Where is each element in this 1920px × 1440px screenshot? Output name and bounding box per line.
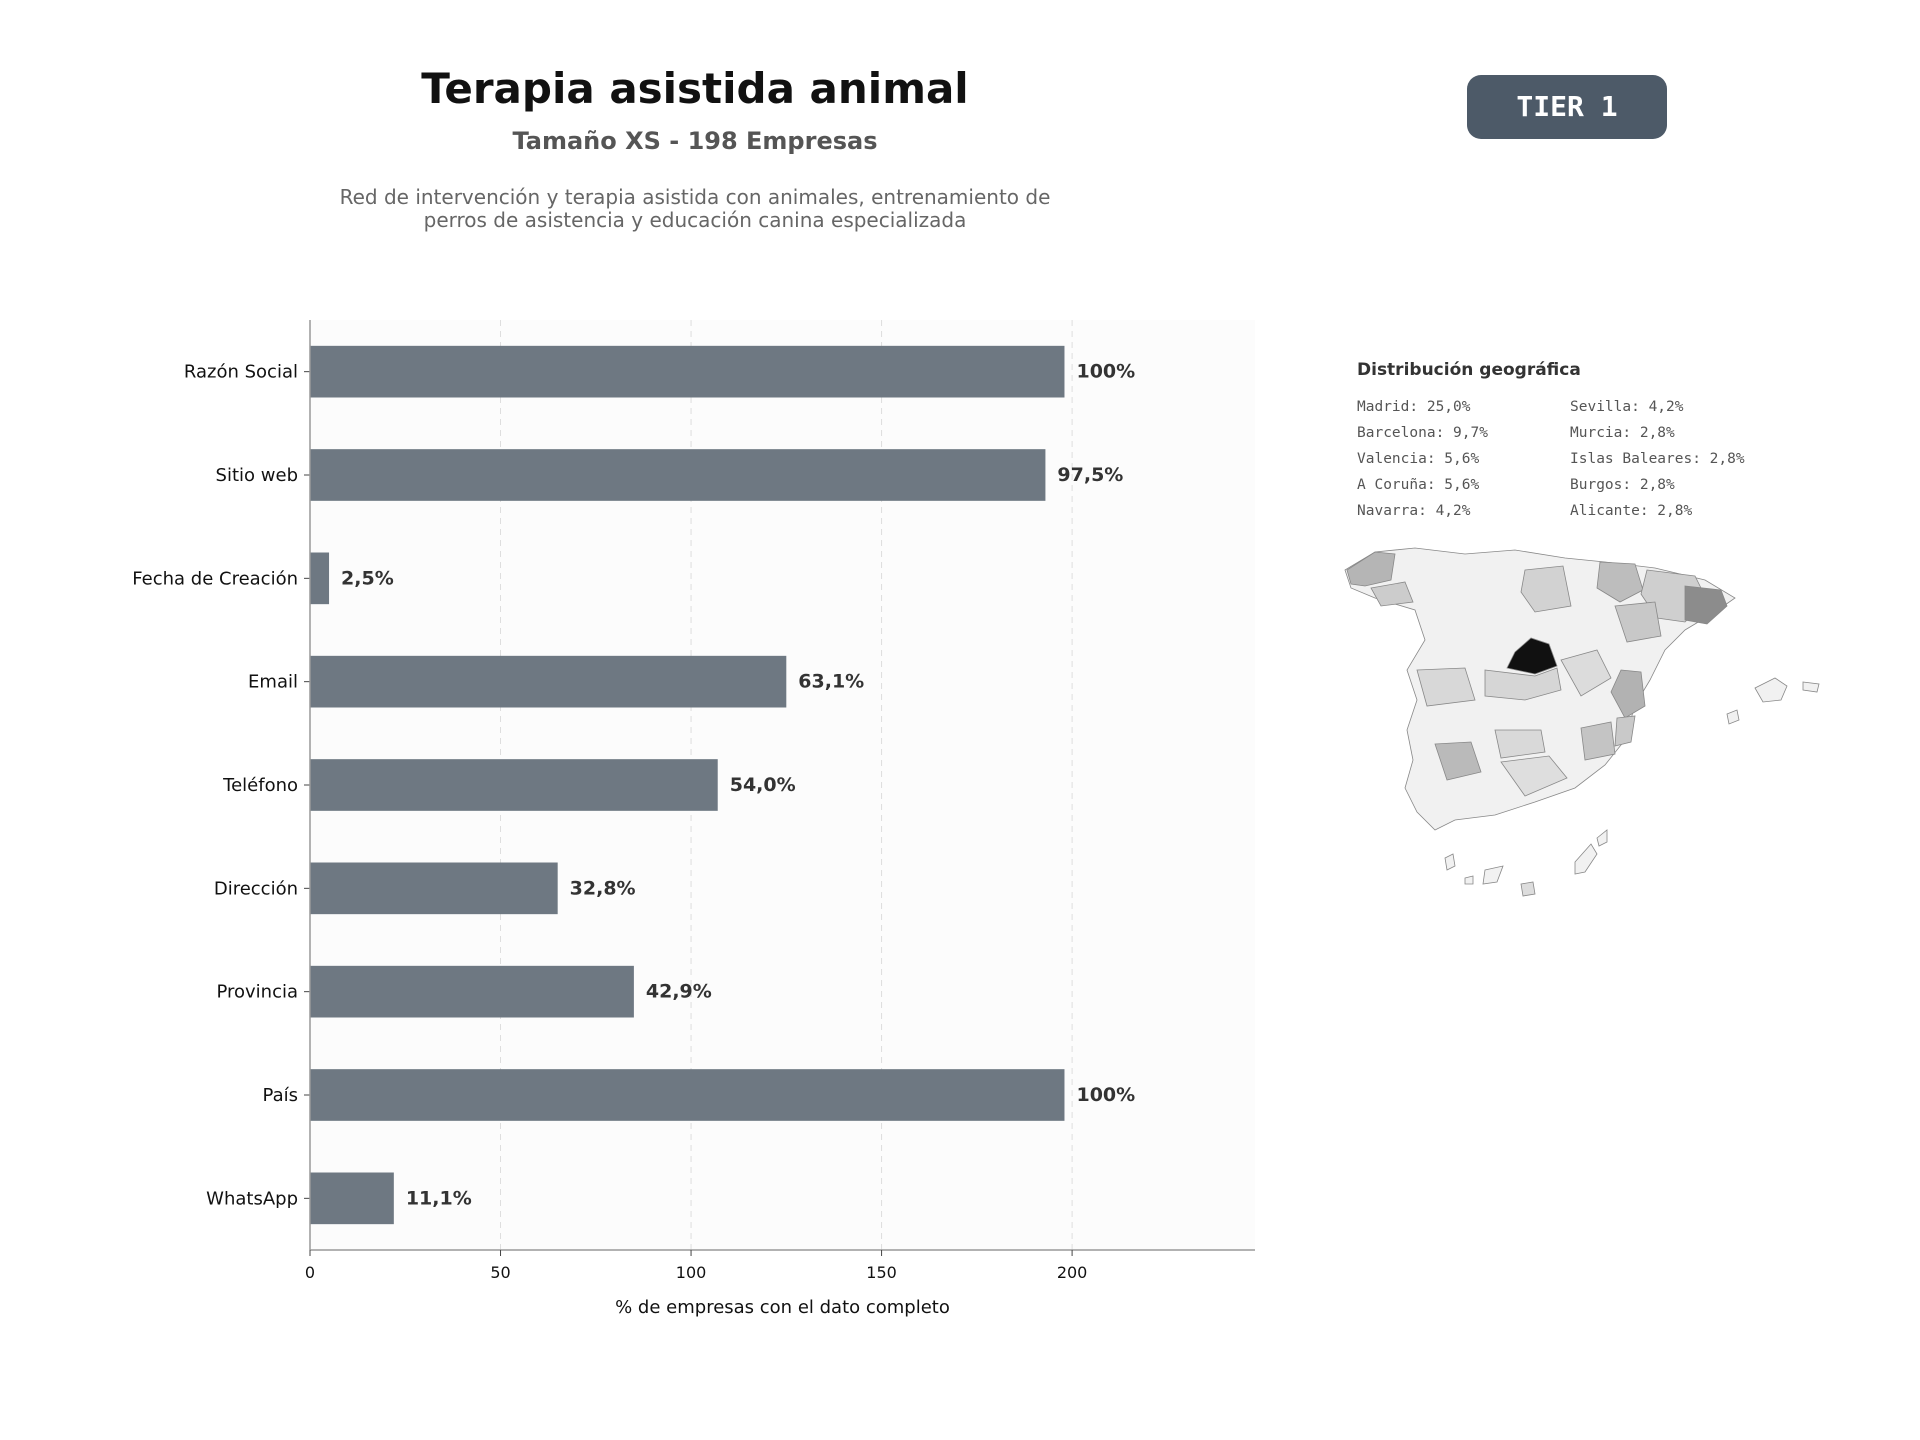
page-subtitle: Tamaño XS - 198 Empresas xyxy=(512,127,878,155)
geo-item: Navarra: 4,2% xyxy=(1357,503,1471,519)
map-valencia xyxy=(1610,669,1646,719)
bar xyxy=(310,965,634,1018)
bar xyxy=(310,759,718,811)
map-ibiza xyxy=(1726,709,1740,725)
map-canary-6 xyxy=(1464,875,1474,885)
x-tick-label: 50 xyxy=(490,1263,510,1282)
geo-item: Valencia: 5,6% xyxy=(1357,451,1480,467)
bar-value-label: 42,9% xyxy=(646,981,712,1003)
y-tick-label: Email xyxy=(248,672,298,693)
map-canary-3 xyxy=(1520,881,1536,897)
bar-value-label: 97,5% xyxy=(1057,464,1123,486)
page-description: Red de intervención y terapia asistida c… xyxy=(300,186,1090,232)
bar xyxy=(310,552,330,605)
bar-value-label: 11,1% xyxy=(406,1187,472,1209)
bar-value-label: 54,0% xyxy=(730,774,796,796)
bar xyxy=(310,345,1065,398)
map-zaragoza xyxy=(1614,601,1662,643)
tier-badge: TIER 1 xyxy=(1467,75,1667,139)
map-galicia-north xyxy=(1346,551,1396,587)
map-toledo xyxy=(1484,667,1562,701)
geo-item: Sevilla: 4,2% xyxy=(1570,399,1684,415)
bar-value-label: 100% xyxy=(1076,1084,1135,1106)
x-tick-label: 0 xyxy=(305,1263,315,1282)
description-line: perros de asistencia y educación canina … xyxy=(423,208,967,232)
bar xyxy=(310,1069,1065,1121)
geo-item: A Coruña: 5,6% xyxy=(1357,477,1480,493)
map-canary-5 xyxy=(1596,829,1608,847)
map-murcia xyxy=(1580,721,1616,761)
map-jaen xyxy=(1494,729,1546,759)
geo-item: Barcelona: 9,7% xyxy=(1357,425,1488,441)
map-navarra xyxy=(1596,561,1644,603)
bar-value-label: 2,5% xyxy=(341,567,394,589)
map-burgos xyxy=(1520,565,1572,613)
geo-item: Islas Baleares: 2,8% xyxy=(1570,451,1745,467)
bar xyxy=(310,655,787,708)
spain-map xyxy=(1344,547,1820,897)
map-madrid xyxy=(1506,637,1558,675)
geo-title: Distribución geográfica xyxy=(1357,360,1581,380)
map-cuenca xyxy=(1560,649,1612,697)
y-tick-label: Dirección xyxy=(214,878,298,899)
map-canary-2 xyxy=(1482,865,1504,885)
map-mallorca xyxy=(1754,677,1788,703)
map-sevilla xyxy=(1434,741,1482,781)
y-tick-label: Razón Social xyxy=(184,362,298,383)
y-tick-label: Fecha de Creación xyxy=(132,568,298,589)
page-title: Terapia asistida animal xyxy=(421,64,969,113)
bar xyxy=(310,862,558,915)
bar-value-label: 63,1% xyxy=(798,671,864,693)
map-galicia-south xyxy=(1370,581,1414,607)
x-axis-label: % de empresas con el dato completo xyxy=(615,1297,950,1318)
y-tick-label: WhatsApp xyxy=(206,1188,298,1209)
description-line: Red de intervención y terapia asistida c… xyxy=(339,185,1051,209)
geo-item: Murcia: 2,8% xyxy=(1570,425,1675,441)
y-tick-label: Teléfono xyxy=(222,775,298,796)
bar xyxy=(310,1172,394,1225)
x-tick-label: 100 xyxy=(676,1263,707,1282)
y-tick-label: Sitio web xyxy=(216,465,298,486)
bar-value-label: 100% xyxy=(1076,361,1135,383)
map-granada xyxy=(1500,755,1568,797)
map-caceres xyxy=(1416,667,1476,707)
geo-item: Burgos: 2,8% xyxy=(1570,477,1675,493)
x-tick-label: 200 xyxy=(1057,1263,1088,1282)
map-alicante xyxy=(1614,715,1636,747)
bar xyxy=(310,449,1046,501)
geo-item: Alicante: 2,8% xyxy=(1570,503,1693,519)
map-canary-4 xyxy=(1574,843,1598,875)
x-tick-label: 150 xyxy=(866,1263,897,1282)
map-canary-1 xyxy=(1444,853,1456,871)
geo-item: Madrid: 25,0% xyxy=(1357,399,1471,415)
y-tick-label: País xyxy=(263,1085,298,1106)
map-menorca xyxy=(1802,681,1820,693)
bar-value-label: 32,8% xyxy=(570,877,636,899)
y-tick-label: Provincia xyxy=(216,982,298,1003)
map-barcelona xyxy=(1684,585,1728,625)
